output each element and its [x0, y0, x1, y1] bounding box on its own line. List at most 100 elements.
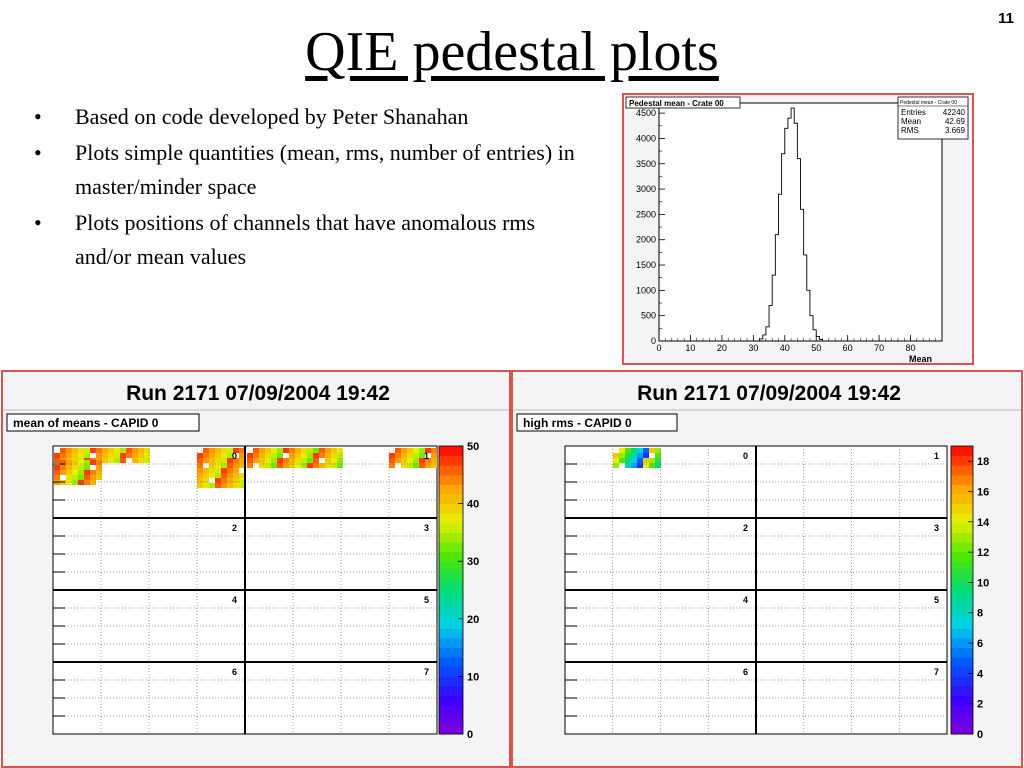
colorbar-segment [951, 455, 973, 466]
heatmap-cell [283, 463, 289, 468]
quadrant-label: 6 [743, 667, 748, 677]
colorbar-segment [439, 513, 463, 524]
quadrant-label: 5 [934, 595, 939, 605]
bullet-item: • Based on code developed by Peter Shanah… [30, 100, 590, 134]
heatmap-cell [197, 468, 203, 473]
heatmap-cell [221, 473, 227, 478]
y-tick-label: 4500 [636, 108, 656, 118]
colorbar-segment [439, 446, 463, 457]
heatmap-cell [655, 453, 661, 458]
heatmap-cell [643, 448, 649, 453]
heatmap-cell [96, 448, 102, 453]
histogram-outline [759, 107, 823, 341]
slide-number: 11 [998, 10, 1014, 27]
heatmap-cell [655, 448, 661, 453]
heatmap-cell [60, 465, 66, 470]
heatmap-cell [289, 448, 295, 453]
colorbar-segment [439, 590, 463, 601]
quadrant-label: 3 [424, 523, 429, 533]
heatmap-cell [72, 475, 78, 480]
y-tick-label: 2000 [636, 235, 656, 245]
slide-title: QIE pedestal plots [305, 21, 719, 83]
heatmap-cell [233, 463, 239, 468]
heatmap-cell [631, 458, 637, 463]
colorbar-segment [951, 561, 973, 572]
heatmap-cell [54, 458, 60, 463]
heatmap-cell [289, 463, 295, 468]
colorbar-tick-label: 14 [977, 517, 990, 529]
heatmap-cell [619, 448, 625, 453]
heatmap-cell [637, 453, 643, 458]
heatmap-cell [625, 458, 631, 463]
heatmap-cell [259, 448, 265, 453]
heatmap-cell [126, 453, 132, 458]
heatmap-cell [96, 460, 102, 465]
heatmap-cell [114, 448, 120, 453]
heatmap-cell [90, 460, 96, 465]
heatmap-cell [233, 473, 239, 478]
bullet-item: • Plots simple quantities (mean, rms, num… [30, 136, 590, 204]
colorbar-segment [951, 705, 973, 716]
heatmap-cell [419, 458, 425, 463]
colorbar-segment [439, 609, 463, 620]
heatmap-cell [215, 473, 221, 478]
x-tick-label: 80 [906, 343, 916, 353]
heatmap-cell [209, 463, 215, 468]
heatmap-cell [197, 483, 203, 488]
heatmap-cell [247, 463, 253, 468]
heatmap-cell [209, 468, 215, 473]
colorbar-tick-label: 16 [977, 486, 989, 498]
colorbar-segment [951, 580, 973, 591]
heatmap-cell [239, 463, 245, 468]
y-tick-label: 3000 [636, 184, 656, 194]
colorbar-tick-label: 0 [977, 729, 983, 741]
heatmap-cell [227, 478, 233, 483]
heatmap-cell [132, 453, 138, 458]
heatmap-cell [102, 448, 108, 453]
colorbar-segment [951, 522, 973, 533]
bullet-dot-icon: • [34, 140, 42, 165]
stats-label: Mean [901, 117, 921, 126]
map-header: Run 2171 07/09/2004 19:42 [637, 382, 901, 405]
heatmap-cell [325, 453, 331, 458]
heatmap-cell [221, 453, 227, 458]
map-title-box [6, 413, 200, 432]
colorbar-segment [439, 561, 463, 572]
heatmap-cell [233, 483, 239, 488]
colorbar-segment [439, 628, 463, 639]
colorbar-tick-label: 40 [467, 499, 479, 511]
colorbar-segment [439, 580, 463, 591]
colorbar-segment [439, 676, 463, 687]
heatmap-cell [54, 453, 60, 458]
heatmap-cell [407, 453, 413, 458]
heatmap-cell [637, 463, 643, 468]
bullet-list: • Based on code developed by Peter Shanah… [30, 100, 590, 276]
heatmap-cell [389, 463, 395, 468]
quadrant-label: 1 [934, 451, 939, 461]
colorbar-segment [439, 551, 463, 562]
quadrant-label: 4 [743, 595, 748, 605]
colorbar-segment [439, 657, 463, 668]
heatmap-cell [78, 480, 84, 485]
heatmap-cell [331, 463, 337, 468]
y-tick-label: 4000 [636, 133, 656, 143]
heatmap-cell [395, 458, 401, 463]
heatmap-cell [389, 453, 395, 458]
colorbar-segment [951, 647, 973, 658]
colorbar-tick-label: 18 [977, 456, 989, 468]
heatmap-cell [395, 448, 401, 453]
colorbar-segment [439, 532, 463, 543]
heatmap-cell [84, 480, 90, 485]
heatmap-cell [655, 458, 661, 463]
heatmap-cell [132, 448, 138, 453]
heatmap-cell [203, 478, 209, 483]
colorbar-tick-label: 2 [977, 699, 983, 711]
heatmap-cell [407, 448, 413, 453]
colorbar-segment [439, 724, 463, 735]
bullet-dot-icon: • [34, 210, 42, 235]
stats-label: RMS [901, 126, 919, 135]
heatmap-cell [66, 475, 72, 480]
heatmap-cell [144, 448, 150, 453]
quadrant-label: 1 [424, 451, 429, 461]
heatmap-cell [90, 470, 96, 475]
